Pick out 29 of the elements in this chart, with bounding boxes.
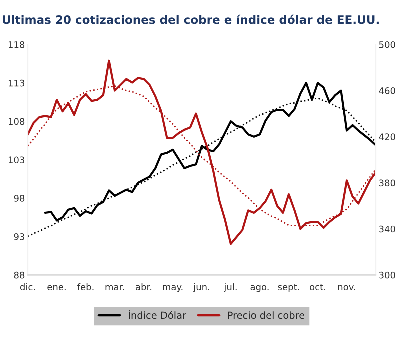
- x-tick-label: may.: [163, 285, 183, 292]
- x-tick-label: mar.: [106, 285, 124, 291]
- x-tick-label: feb.: [78, 284, 94, 291]
- chart-title: Ultimas 20 cotizaciones del cobre e índice dólar de EE.UU.: [3, 14, 379, 24]
- x-tick-label: sept.: [278, 284, 300, 292]
- x-tick-label: oct.: [310, 284, 326, 291]
- y-tick-label: 113: [8, 80, 24, 87]
- x-tick-label: abr.: [136, 284, 152, 291]
- y2-tick-label: 340: [379, 226, 396, 233]
- y2-tick-label: 300: [379, 272, 396, 279]
- y2-tick-label: 420: [379, 134, 396, 140]
- x-tick-label: dic.: [20, 284, 36, 291]
- x-tick-label: jul.: [224, 284, 237, 292]
- y2-tick-label: 500: [379, 41, 396, 48]
- y-tick-label: 103: [8, 156, 24, 164]
- x-tick-label: ago.: [250, 285, 269, 292]
- y-tick-label: 88: [14, 272, 25, 279]
- x-tick-label: nov.: [338, 285, 356, 291]
- y-tick-label: 98: [14, 195, 25, 202]
- line-series: [28, 60, 376, 246]
- legend-label: Precio del cobre: [228, 312, 305, 320]
- y-tick-label: 108: [8, 118, 25, 126]
- y2-tick-label: 380: [379, 180, 396, 187]
- x-tick-label: ene.: [48, 285, 66, 291]
- y-tick-label: 93: [14, 234, 24, 240]
- legend-label: Índice Dólar: [128, 310, 187, 320]
- y2-tick-label: 460: [379, 88, 396, 94]
- y-tick-label: 118: [8, 41, 25, 48]
- x-tick-label: jun.: [193, 284, 210, 292]
